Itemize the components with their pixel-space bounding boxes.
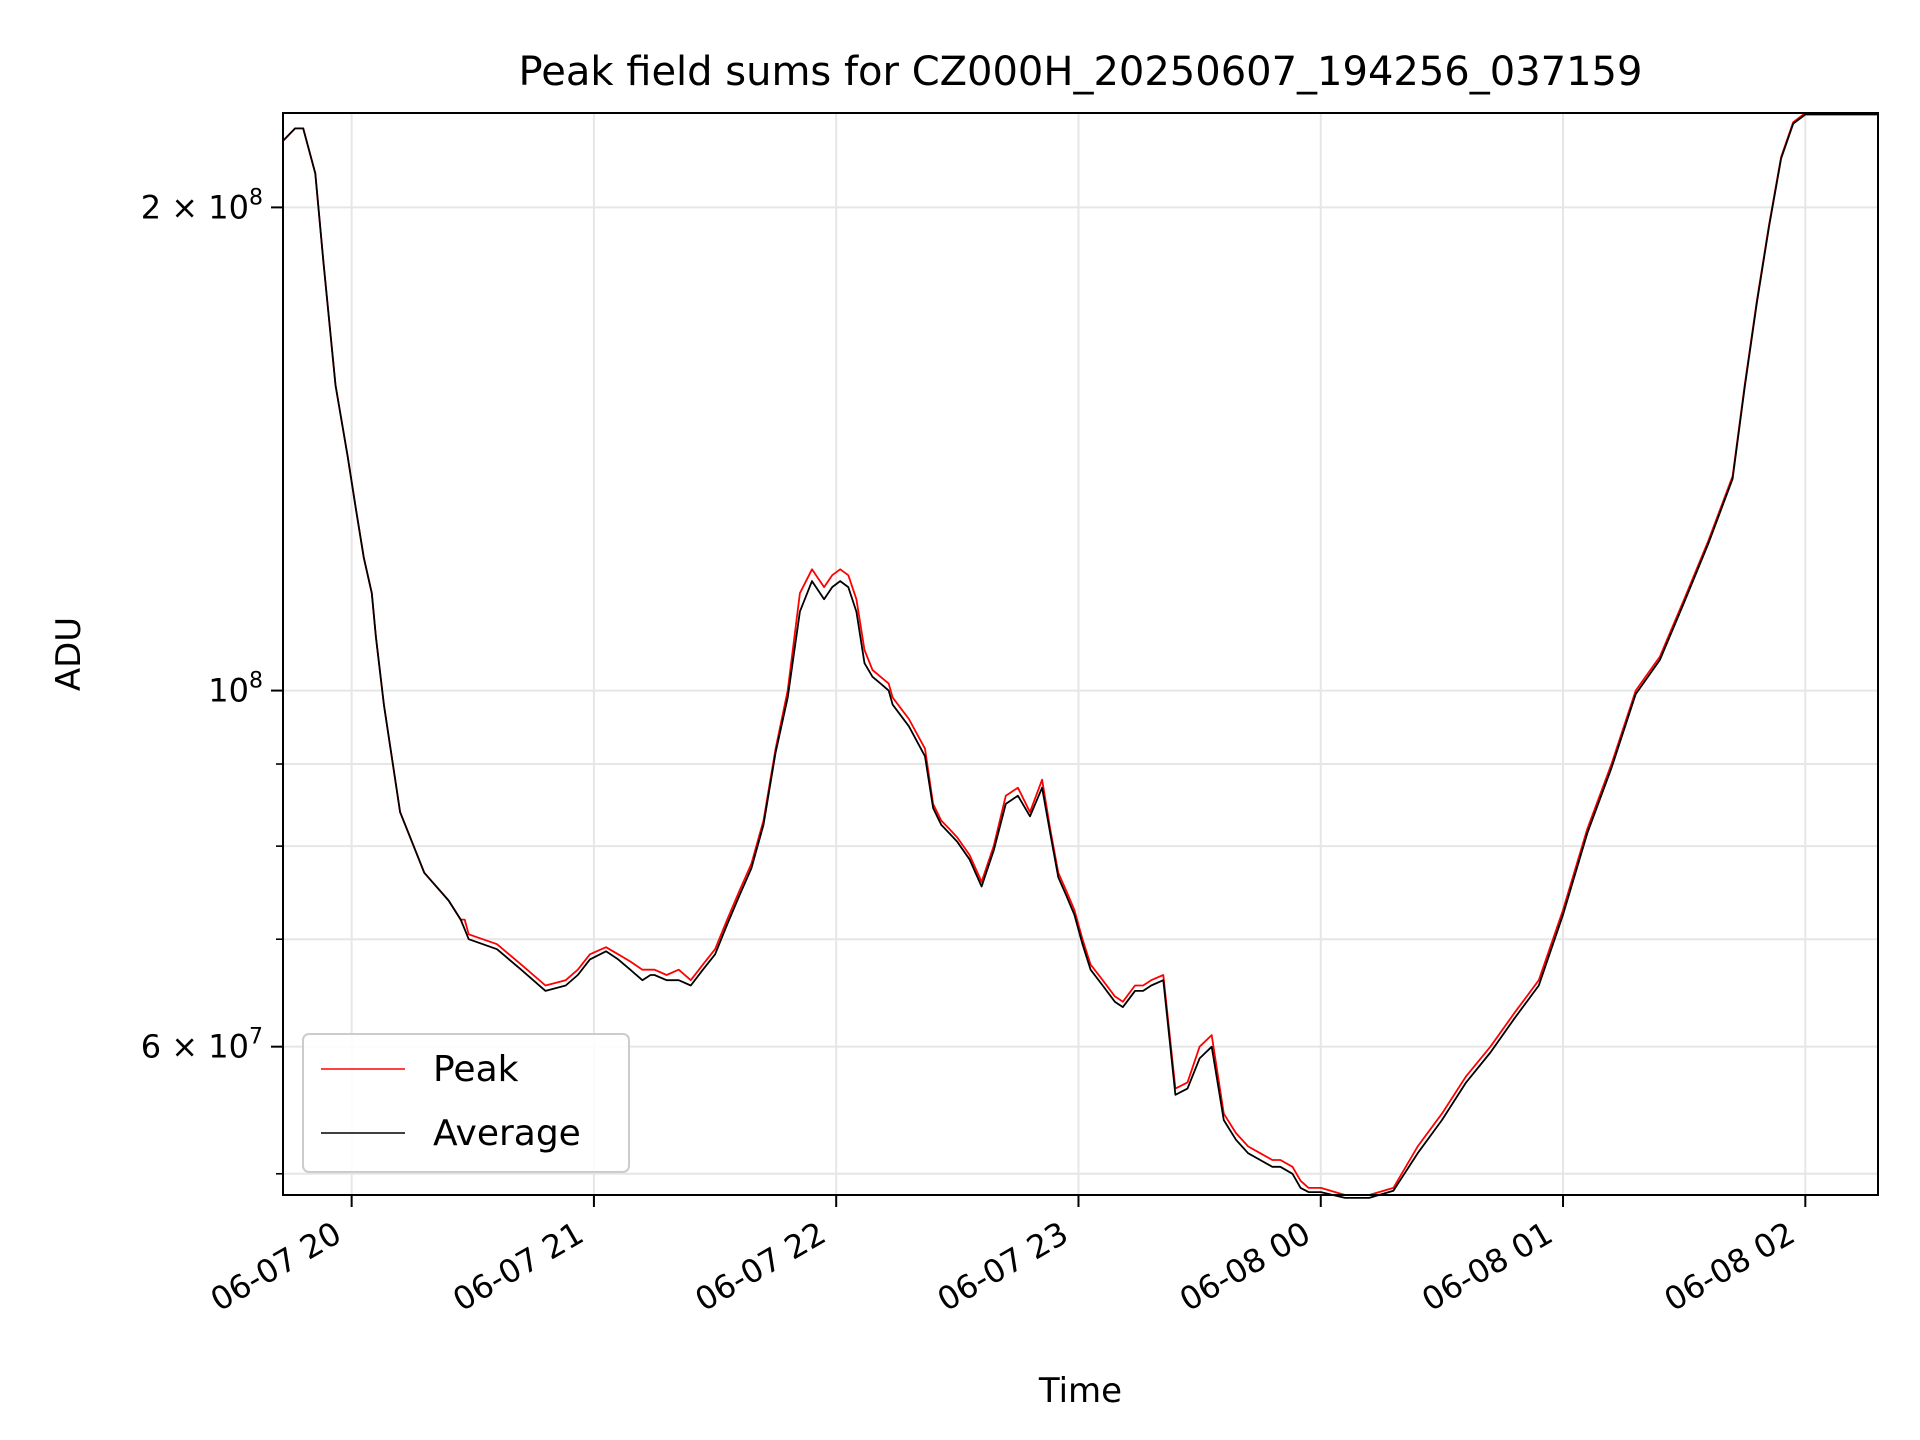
y-tick-label-exponent: 7 xyxy=(249,1025,263,1050)
plot-series xyxy=(282,112,1878,1199)
y-tick-label-base: 2 × 10 xyxy=(141,188,249,226)
y-tick-label-exponent: 8 xyxy=(249,669,263,694)
x-axis-label: Time xyxy=(1038,1371,1122,1411)
legend: Peak Average xyxy=(302,1033,630,1173)
plot-frame xyxy=(282,112,1879,1196)
y-tick-label: 6 × 107 xyxy=(141,1025,263,1066)
y-tick-label: 108 xyxy=(208,669,263,710)
chart-title: Peak field sums for CZ000H_20250607_1942… xyxy=(519,49,1643,95)
y-axis-label: ADU xyxy=(49,617,89,691)
y-tick-label-base: 10 xyxy=(208,672,249,710)
series-line-average xyxy=(282,113,1878,1199)
legend-label-average: Average xyxy=(433,1113,581,1154)
series-line-peak xyxy=(282,112,1878,1196)
y-tick-label-exponent: 8 xyxy=(249,185,263,210)
y-tick-label: 2 × 108 xyxy=(141,185,263,226)
y-tick-label-base: 6 × 10 xyxy=(141,1028,249,1066)
legend-label-peak: Peak xyxy=(433,1049,519,1090)
